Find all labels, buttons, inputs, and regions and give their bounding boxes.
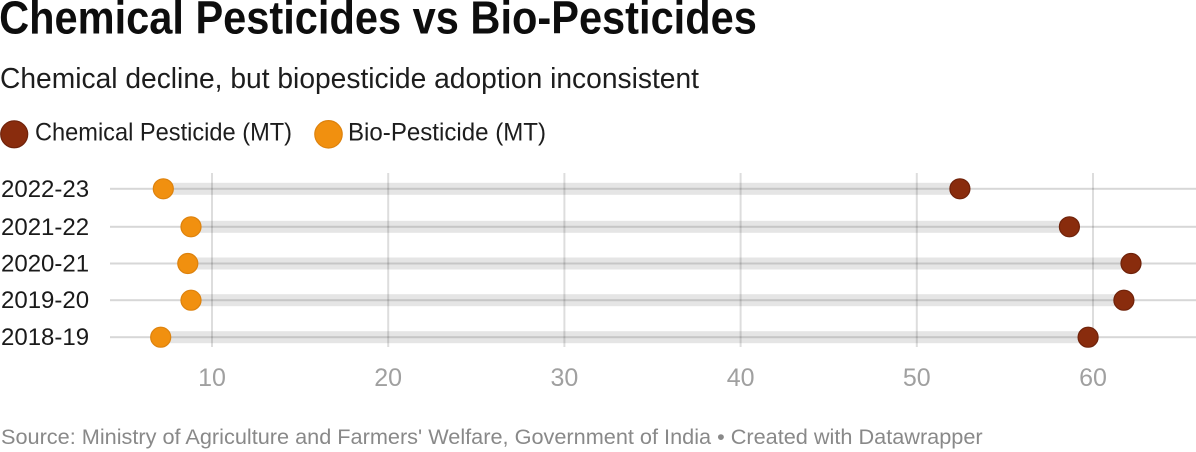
svg-text:2019-20: 2019-20 [1,287,89,314]
svg-text:30: 30 [550,364,578,392]
svg-text:2020-21: 2020-21 [1,251,89,278]
svg-text:2022-23: 2022-23 [1,176,89,203]
svg-text:2021-22: 2021-22 [1,214,89,241]
svg-text:Chemical Pesticide (MT): Chemical Pesticide (MT) [35,119,292,147]
svg-text:Source: Ministry of Agricultur: Source: Ministry of Agriculture and Farm… [1,424,983,449]
svg-text:Bio-Pesticide (MT): Bio-Pesticide (MT) [348,119,546,147]
svg-text:Chemical decline, but biopesti: Chemical decline, but biopesticide adopt… [0,63,699,95]
svg-text:10: 10 [198,364,226,392]
svg-text:60: 60 [1079,364,1107,392]
svg-text:50: 50 [903,364,931,392]
svg-text:20: 20 [374,364,402,392]
svg-text:Chemical Pesticides vs Bio-Pes: Chemical Pesticides vs Bio-Pesticides [0,0,757,44]
svg-text:40: 40 [727,364,755,392]
svg-text:2018-19: 2018-19 [1,324,89,351]
